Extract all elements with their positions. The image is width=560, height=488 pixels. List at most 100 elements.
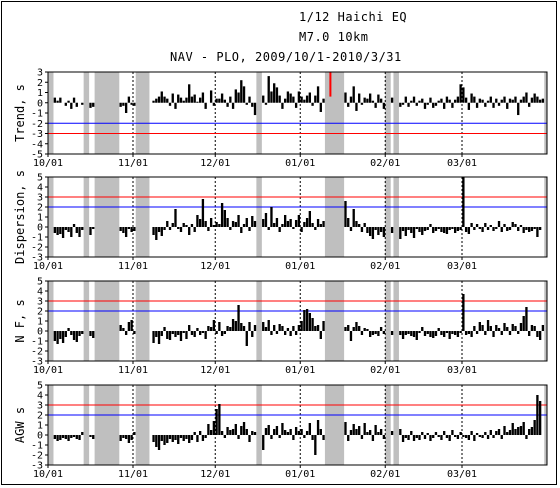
bar-3-day-78 [262, 322, 265, 331]
bar-3-day-51 [188, 325, 191, 331]
bar-2-day-75 [253, 221, 257, 227]
bar-2-day-173 [522, 227, 525, 233]
bar-4-day-79 [264, 428, 268, 435]
bar-3-day-28 [124, 331, 128, 335]
bar-3-day-163 [495, 325, 498, 331]
bar-3-day-137 [423, 331, 427, 336]
bar-1-day-125 [390, 97, 394, 103]
bar-4-day-135 [418, 435, 421, 440]
bar-3-day-136 [421, 327, 424, 331]
bar-3-day-144 [443, 331, 446, 337]
bar-2-day-148 [453, 227, 457, 233]
bar-4-day-132 [410, 431, 413, 435]
bar-4-day-99 [319, 429, 322, 435]
bar-4-day-166 [503, 426, 506, 435]
bar-3-day-3 [56, 331, 59, 344]
bar-1-day-135 [418, 100, 421, 103]
bar-3-day-170 [514, 326, 517, 331]
bar-4-day-94 [305, 431, 309, 435]
bar-2-day-147 [451, 227, 454, 229]
bar-2-day-99 [319, 224, 322, 227]
bar-1-day-171 [517, 102, 520, 116]
bar-4-day-131 [407, 435, 410, 440]
bar-4-day-160 [486, 435, 490, 439]
bar-4-day-84 [278, 435, 281, 438]
bar-1-day-51 [188, 84, 191, 103]
bar-2-day-9 [72, 224, 76, 227]
bar-4-day-16 [92, 435, 95, 439]
bar-4-day-15 [89, 435, 92, 437]
bar-1-day-28 [124, 102, 128, 113]
bar-4-day-172 [519, 426, 523, 435]
bar-3-day-108 [344, 327, 347, 331]
bar-4-day-153 [467, 435, 471, 440]
bar-2-day-58 [207, 227, 210, 231]
bar-2-day-117 [368, 227, 372, 236]
xtick-label-2-1: 10/01 [33, 261, 63, 272]
bar-3-day-72 [245, 331, 248, 346]
bar-2-day-43 [166, 221, 169, 227]
bar-4-day-170 [514, 429, 517, 435]
bar-1-day-84 [278, 95, 281, 103]
xtick-label-2-5: 02/01 [370, 261, 400, 272]
bar-4-day-43 [166, 435, 169, 443]
bar-4-day-40 [157, 435, 161, 450]
bar-4-day-139 [429, 435, 432, 441]
missing-band-3-2 [83, 281, 90, 361]
ytick-label-1-2: 2 [37, 78, 43, 89]
bar-2-day-112 [355, 221, 358, 227]
bar-1-day-75 [253, 102, 257, 116]
bar-2-day-59 [209, 218, 213, 227]
bar-3-day-94 [305, 309, 309, 331]
bar-2-day-29 [127, 227, 131, 229]
bar-2-day-154 [470, 223, 473, 227]
bar-1-day-109 [347, 102, 350, 107]
bar-2-day-111 [352, 209, 355, 227]
bar-1-day-152 [464, 97, 468, 103]
bar-1-day-49 [182, 100, 185, 103]
bar-2-day-164 [497, 221, 501, 227]
xtick-label-4-4: 01/01 [285, 469, 315, 480]
bar-1-day-38 [152, 100, 155, 103]
bar-3-day-128 [399, 331, 402, 335]
bar-1-day-164 [497, 102, 501, 106]
bar-1-day-108 [344, 92, 347, 103]
bar-3-day-168 [508, 331, 512, 335]
bar-4-day-96 [311, 435, 314, 440]
bar-2-day-98 [316, 219, 320, 227]
bar-3-day-114 [360, 331, 364, 335]
bar-3-day-160 [486, 320, 490, 331]
bar-3-day-131 [407, 331, 410, 334]
bar-3-day-100 [322, 321, 325, 331]
bar-2-day-139 [429, 224, 432, 227]
bar-3-day-27 [122, 328, 125, 331]
panel-frame-4 [47, 384, 548, 466]
xtick-label-2-6: 03/01 [447, 261, 477, 272]
bar-3-day-4 [59, 331, 62, 339]
bar-2-day-100 [322, 221, 325, 227]
bar-2-day-66 [229, 227, 232, 230]
bar-4-day-143 [440, 435, 443, 440]
bar-4-day-9 [72, 435, 76, 437]
panel-frame-3 [47, 280, 548, 362]
bar-2-day-41 [160, 227, 163, 236]
bar-3-day-15 [89, 331, 92, 336]
bar-4-day-6 [64, 435, 67, 439]
bar-2-day-53 [193, 227, 196, 232]
bar-3-day-30 [130, 320, 133, 331]
bar-2-day-140 [432, 227, 435, 233]
bar-1-day-149 [456, 96, 460, 103]
ylabel-4: AGW s [13, 407, 27, 443]
bar-4-day-39 [155, 435, 158, 447]
bar-2-day-79 [264, 213, 268, 227]
bar-4-day-176 [530, 427, 534, 435]
bar-4-day-115 [363, 423, 366, 435]
bar-3-day-165 [500, 331, 503, 335]
bar-3-day-113 [358, 326, 361, 331]
bar-3-day-92 [300, 321, 303, 331]
ytick-label-2-1: 5 [37, 173, 43, 184]
bar-2-day-81 [270, 207, 273, 227]
missing-band-1-3 [94, 72, 120, 154]
bar-1-day-167 [506, 102, 509, 109]
bar-1-day-143 [440, 98, 443, 103]
